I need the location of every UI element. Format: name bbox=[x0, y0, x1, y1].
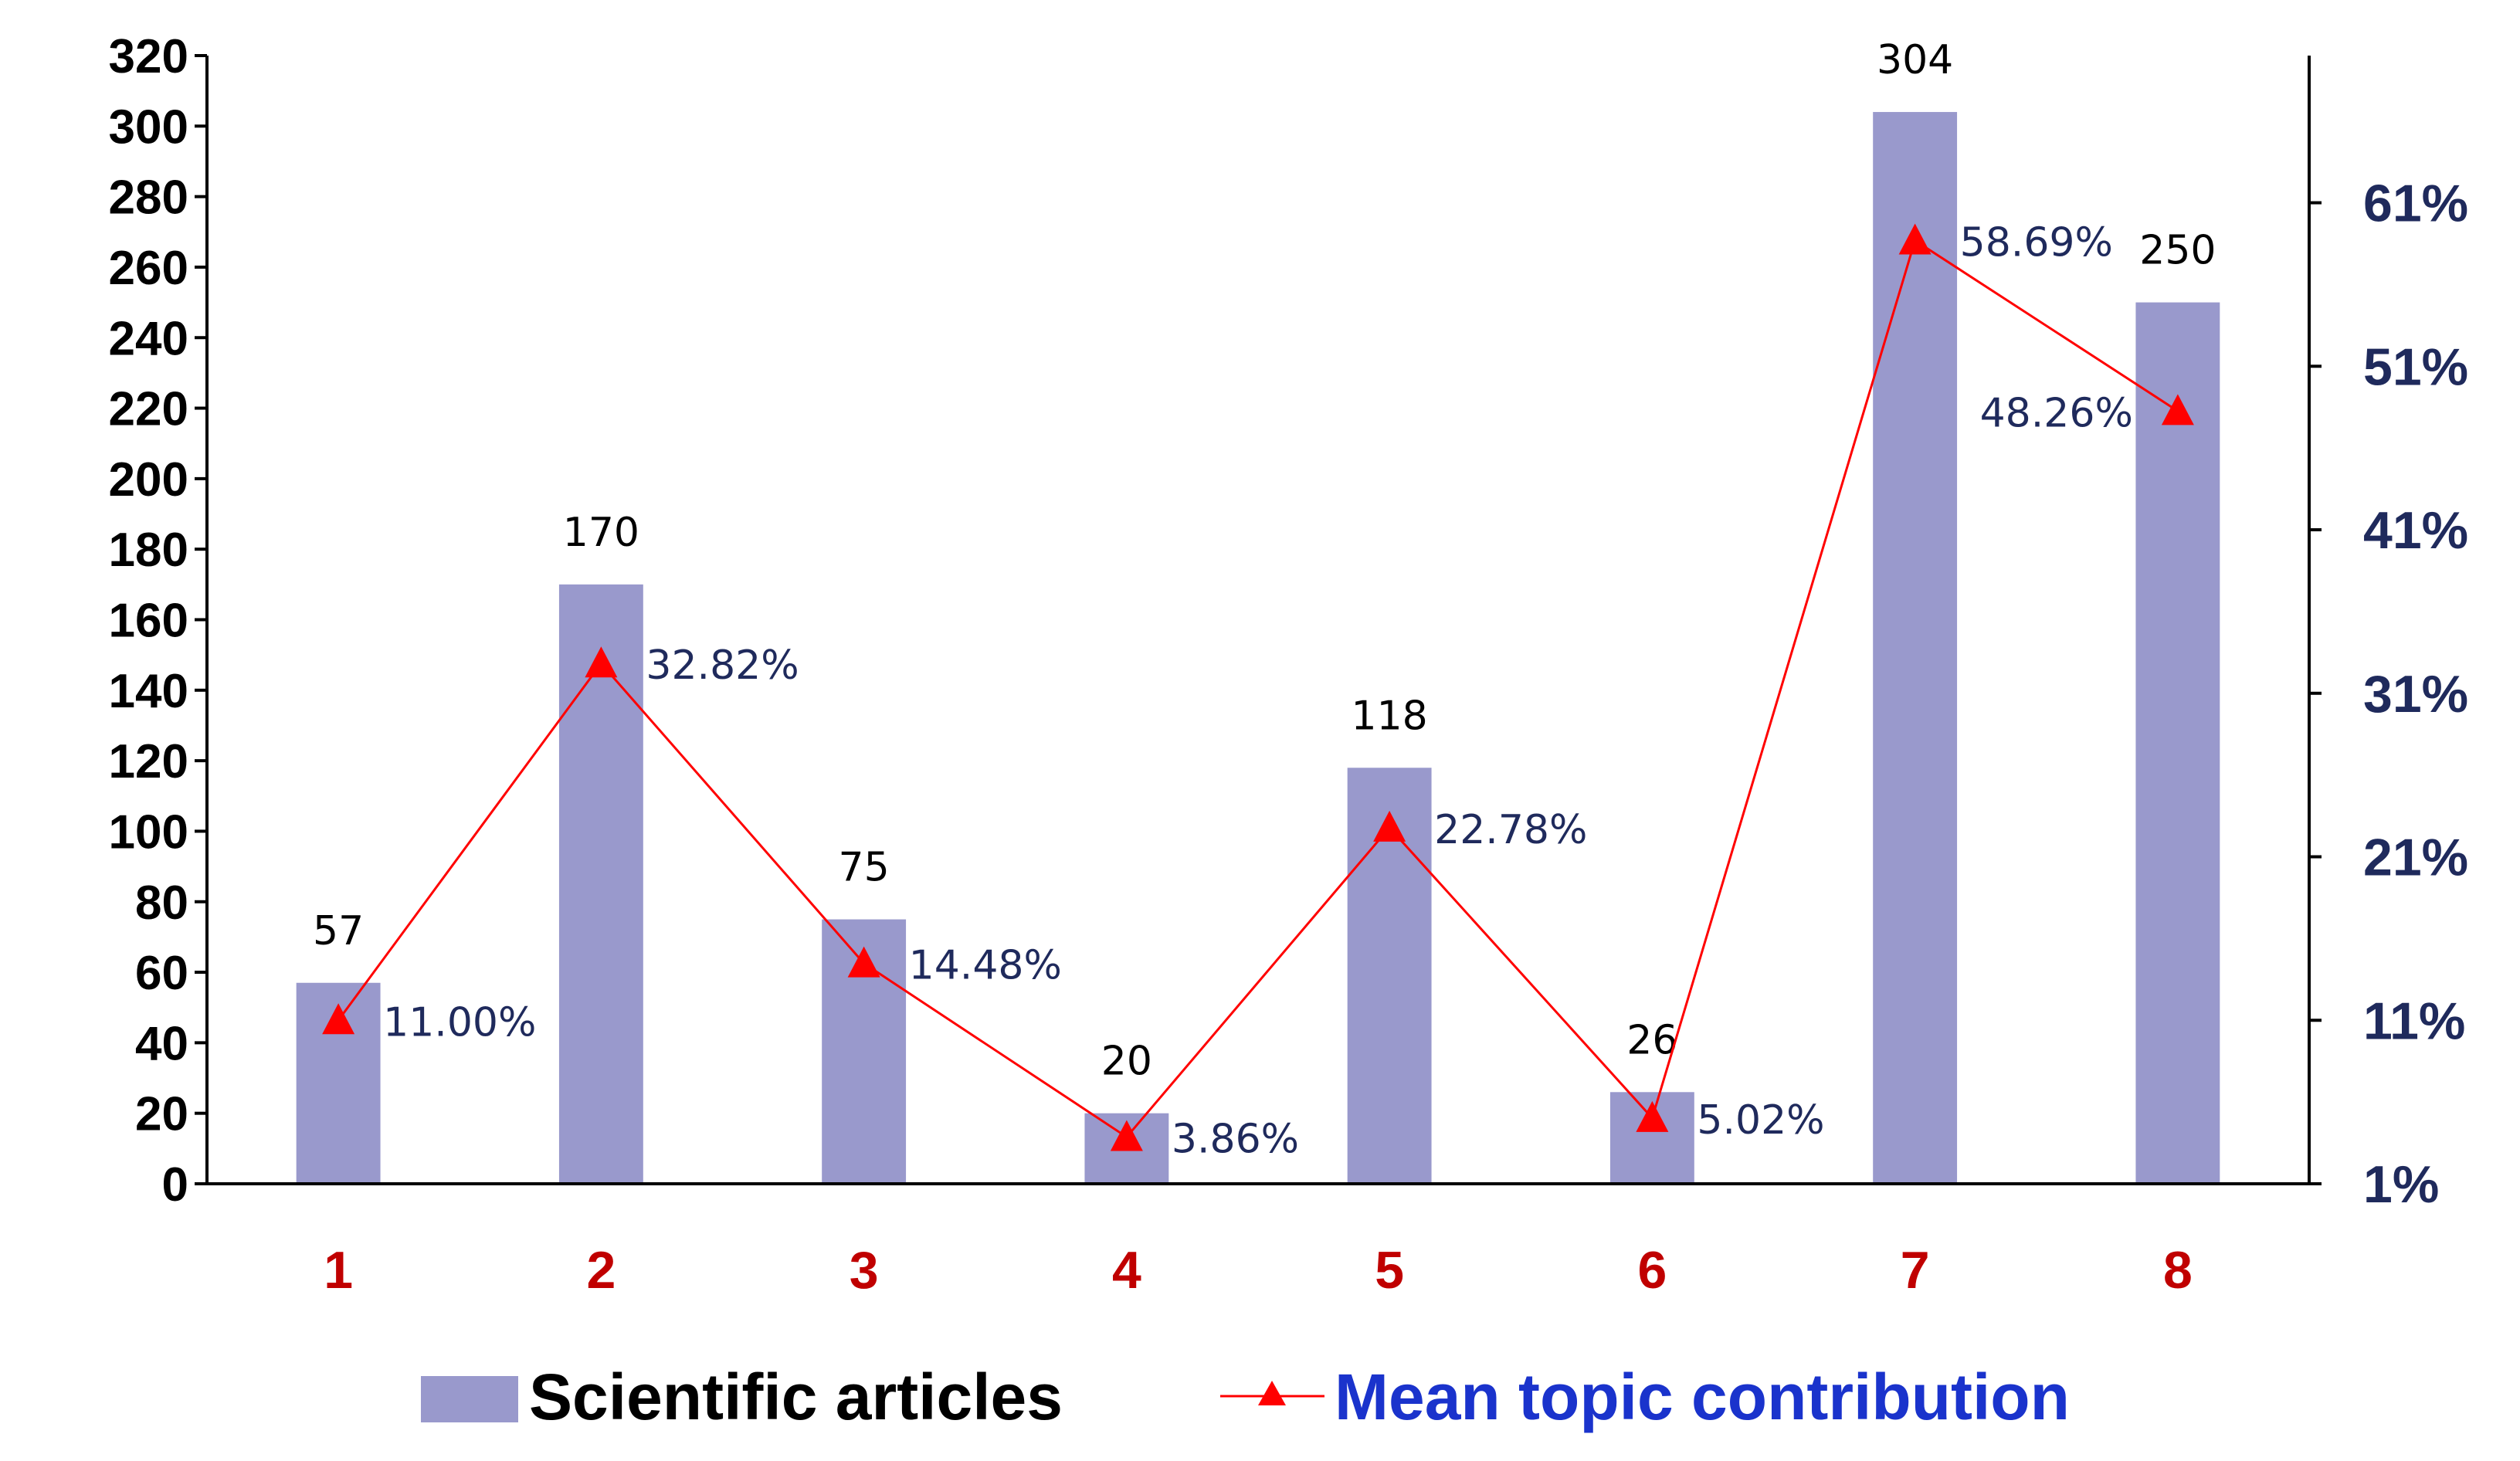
bar-value-label: 26 bbox=[1626, 1017, 1677, 1063]
bar-value-label: 170 bbox=[563, 510, 639, 556]
legend-triangle-marker-icon bbox=[1258, 1381, 1286, 1405]
percent-label: 22.78% bbox=[1434, 807, 1587, 853]
triangle-marker-icon bbox=[1373, 810, 1406, 842]
category-label: 1 bbox=[324, 1241, 353, 1300]
line-series: 11.00% 32.82% 14.48% 3.86% 22.78% 5.02% 58.69%… bbox=[322, 219, 2194, 1162]
category-label: 8 bbox=[2163, 1241, 2193, 1300]
triangle-marker-icon bbox=[1898, 223, 1932, 255]
right-tick-label: 1% bbox=[2363, 1155, 2439, 1214]
percent-label: 3.86% bbox=[1172, 1116, 1299, 1162]
category-labels: 1 2 3 4 5 6 7 8 bbox=[324, 1241, 2193, 1300]
legend: Scientific articles Mean topic contribut… bbox=[421, 1361, 2070, 1433]
bar bbox=[1873, 112, 1958, 1184]
triangle-marker-icon bbox=[1636, 1100, 1669, 1132]
right-tick-label: 61% bbox=[2363, 175, 2468, 233]
category-label: 4 bbox=[1112, 1241, 1141, 1300]
left-tick-label: 220 bbox=[109, 383, 188, 436]
mean-topic-line bbox=[337, 239, 2179, 1139]
triangle-marker-icon bbox=[847, 946, 880, 978]
right-tick-label: 21% bbox=[2363, 829, 2468, 887]
left-tick-label: 300 bbox=[109, 100, 188, 154]
left-tick-label: 100 bbox=[109, 805, 188, 859]
left-tick-label: 80 bbox=[135, 876, 188, 930]
bar-value-label: 75 bbox=[839, 845, 890, 891]
triangle-marker-icon bbox=[585, 646, 618, 678]
right-axis-ticks: 1% 11% 21% 31% 41% 51% 61% bbox=[2309, 175, 2468, 1214]
left-tick-label: 160 bbox=[109, 595, 188, 648]
right-tick-label: 41% bbox=[2363, 501, 2468, 560]
left-tick-label: 200 bbox=[109, 453, 188, 507]
bar-value-label: 20 bbox=[1101, 1039, 1152, 1085]
bar-series: 57 170 75 20 118 26 304 250 bbox=[296, 37, 2220, 1184]
left-tick-label: 120 bbox=[109, 735, 188, 788]
left-tick-label: 20 bbox=[135, 1088, 188, 1141]
triangle-marker-icon bbox=[2161, 394, 2194, 425]
percent-label: 11.00% bbox=[383, 999, 536, 1046]
axes bbox=[205, 56, 2311, 1185]
right-tick-label: 51% bbox=[2363, 337, 2468, 396]
left-tick-label: 260 bbox=[109, 242, 188, 295]
triangle-marker-icon bbox=[322, 1003, 355, 1035]
left-tick-label: 140 bbox=[109, 665, 188, 718]
bar-value-label: 304 bbox=[1877, 37, 1953, 83]
category-label: 6 bbox=[1637, 1241, 1667, 1300]
left-tick-label: 280 bbox=[109, 171, 188, 225]
bar bbox=[558, 584, 643, 1184]
legend-line-label: Mean topic contribution bbox=[1335, 1361, 2070, 1433]
percent-label: 5.02% bbox=[1697, 1097, 1824, 1144]
category-label: 3 bbox=[850, 1241, 879, 1300]
left-tick-label: 40 bbox=[135, 1017, 188, 1070]
category-label: 7 bbox=[1901, 1241, 1930, 1300]
percent-label: 14.48% bbox=[909, 943, 1062, 989]
left-tick-label: 60 bbox=[135, 947, 188, 1000]
bar bbox=[2135, 302, 2220, 1184]
right-tick-label: 31% bbox=[2363, 665, 2468, 724]
bar-value-label: 250 bbox=[2139, 228, 2216, 274]
left-tick-label: 320 bbox=[109, 30, 188, 83]
left-tick-label: 240 bbox=[109, 312, 188, 365]
bar-value-label: 57 bbox=[313, 908, 364, 954]
left-axis-ticks: 0 20 40 60 80 100 120 140 160 180 200 220 240 260 280 3… bbox=[109, 30, 207, 1212]
right-tick-label: 11% bbox=[2363, 992, 2465, 1050]
legend-bar-swatch bbox=[421, 1376, 518, 1422]
left-tick-label: 180 bbox=[109, 524, 188, 577]
bar-value-label: 118 bbox=[1351, 693, 1427, 739]
category-label: 5 bbox=[1375, 1241, 1404, 1300]
percent-label: 58.69% bbox=[1960, 219, 2113, 266]
category-label: 2 bbox=[586, 1241, 616, 1300]
percent-label: 48.26% bbox=[1980, 390, 2133, 436]
legend-bar-label: Scientific articles bbox=[529, 1361, 1063, 1433]
percent-label: 32.82% bbox=[646, 642, 799, 689]
triangle-marker-icon bbox=[1110, 1120, 1143, 1151]
left-tick-label: 0 bbox=[162, 1158, 188, 1212]
